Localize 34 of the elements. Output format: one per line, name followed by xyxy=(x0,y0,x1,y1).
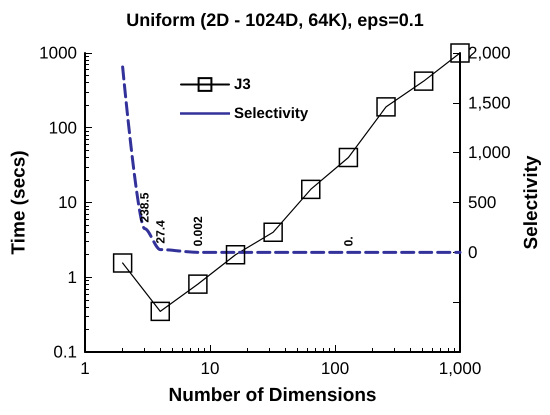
y2-axis-title: Selectivity xyxy=(521,155,542,250)
y-tick-label: 1000 xyxy=(39,44,77,62)
y-tick-label: 1 xyxy=(68,268,77,287)
y2-tick-label: 500 xyxy=(468,193,496,212)
y2-tick-label: 0 xyxy=(468,242,478,262)
x-tick-label: 1 xyxy=(80,359,90,378)
data-label: 0.002 xyxy=(190,216,205,246)
data-label: 238.5 xyxy=(138,192,152,223)
point xyxy=(263,222,283,242)
legend-label: Selectivity xyxy=(234,105,309,122)
y-tick-label: 0.1 xyxy=(53,342,77,362)
data-label: 27.4 xyxy=(153,220,168,244)
point xyxy=(414,71,434,91)
y-axis-title: Time (secs) xyxy=(8,150,30,255)
point xyxy=(301,180,321,200)
y-tick-label: 100 xyxy=(48,118,77,138)
point xyxy=(188,274,208,294)
point xyxy=(338,148,358,168)
y2-tick-label: 2,000 xyxy=(468,44,511,62)
point xyxy=(112,253,132,273)
point xyxy=(226,245,246,264)
x-tick-label: 1,000 xyxy=(438,359,482,378)
point xyxy=(150,302,170,322)
x-tick-label: 10 xyxy=(200,359,220,378)
y2-tick-label: 1,500 xyxy=(468,93,511,112)
x-tick-label: 100 xyxy=(320,359,350,378)
x-axis-title: Number of Dimensions xyxy=(168,385,376,406)
y-tick-label: 10 xyxy=(58,193,77,212)
point xyxy=(376,97,396,117)
data-label: 0. xyxy=(341,236,356,246)
chart-title: Uniform (2D - 1024D, 64K), eps=0.1 xyxy=(126,10,424,30)
y2-tick-label: 1,000 xyxy=(468,143,511,162)
legend-label: J3 xyxy=(234,76,251,93)
point xyxy=(450,43,470,63)
